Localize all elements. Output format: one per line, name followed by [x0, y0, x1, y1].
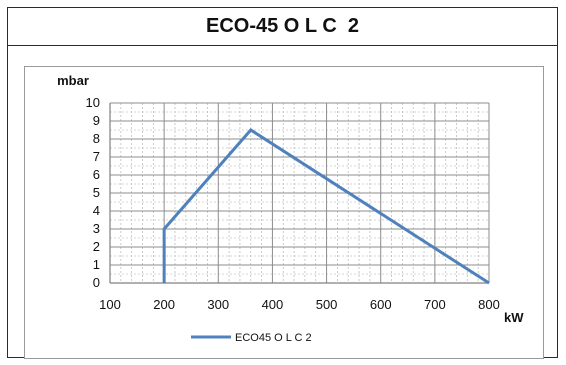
y-tick-label: 8 [93, 131, 100, 146]
x-axis-label: kW [504, 310, 524, 325]
y-tick-label: 4 [93, 203, 100, 218]
y-tick-label: 7 [93, 149, 100, 164]
chart-area: 0 1 2 3 4 5 6 7 8 9 10 100 200 300 400 500 600 700 800 mb… [24, 66, 544, 359]
legend: ECO45 O L C 2 [191, 332, 312, 344]
y-tick-label: 6 [93, 167, 100, 182]
legend-label: ECO45 O L C 2 [235, 332, 312, 344]
y-axis-label: mbar [57, 73, 89, 88]
x-tick-label: 400 [262, 297, 284, 312]
line-chart: 0 1 2 3 4 5 6 7 8 9 10 100 200 300 400 500 600 700 800 mb… [57, 73, 524, 344]
chart-title: ECO-45 O L C 2 [8, 8, 557, 46]
axes [109, 103, 489, 284]
y-tick-label: 5 [93, 185, 100, 200]
x-tick-label: 800 [478, 297, 500, 312]
x-tick-label: 200 [153, 297, 175, 312]
x-tick-label: 100 [99, 297, 121, 312]
y-tick-label: 0 [93, 275, 100, 290]
y-tick-label: 2 [93, 239, 100, 254]
x-tick-label: 300 [207, 297, 229, 312]
x-tick-label: 700 [424, 297, 446, 312]
y-tick-label: 9 [93, 113, 100, 128]
y-tick-label: 10 [86, 95, 100, 110]
major-gridlines [109, 102, 490, 284]
y-tick-label: 1 [93, 257, 100, 272]
y-tick-label: 3 [93, 221, 100, 236]
y-tick-labels: 0 1 2 3 4 5 6 7 8 9 10 [86, 95, 100, 290]
series-lines [162, 128, 490, 285]
chart-frame: ECO-45 O L C 2 0 1 2 3 4 5 6 7 8 9 10 100 200 300 400… [7, 7, 558, 359]
x-tick-label: 600 [370, 297, 392, 312]
x-tick-labels: 100 200 300 400 500 600 700 800 [99, 297, 500, 312]
series-line [162, 128, 490, 285]
x-tick-label: 500 [316, 297, 338, 312]
